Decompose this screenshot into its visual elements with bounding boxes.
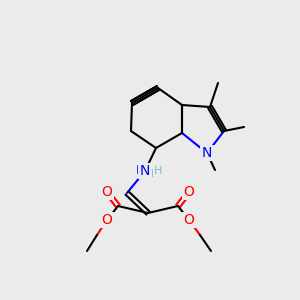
Text: N: N [202, 146, 212, 160]
Text: O: O [102, 185, 112, 199]
Text: N: N [140, 164, 150, 178]
Text: N: N [136, 164, 145, 178]
Text: H: H [151, 169, 159, 179]
Text: O: O [102, 213, 112, 227]
Text: O: O [184, 185, 194, 199]
Text: O: O [184, 185, 194, 199]
Text: O: O [102, 185, 112, 199]
Text: O: O [102, 214, 112, 226]
Text: O: O [184, 214, 194, 226]
Text: N: N [202, 146, 212, 160]
Text: H: H [154, 166, 162, 176]
Text: O: O [184, 213, 194, 227]
